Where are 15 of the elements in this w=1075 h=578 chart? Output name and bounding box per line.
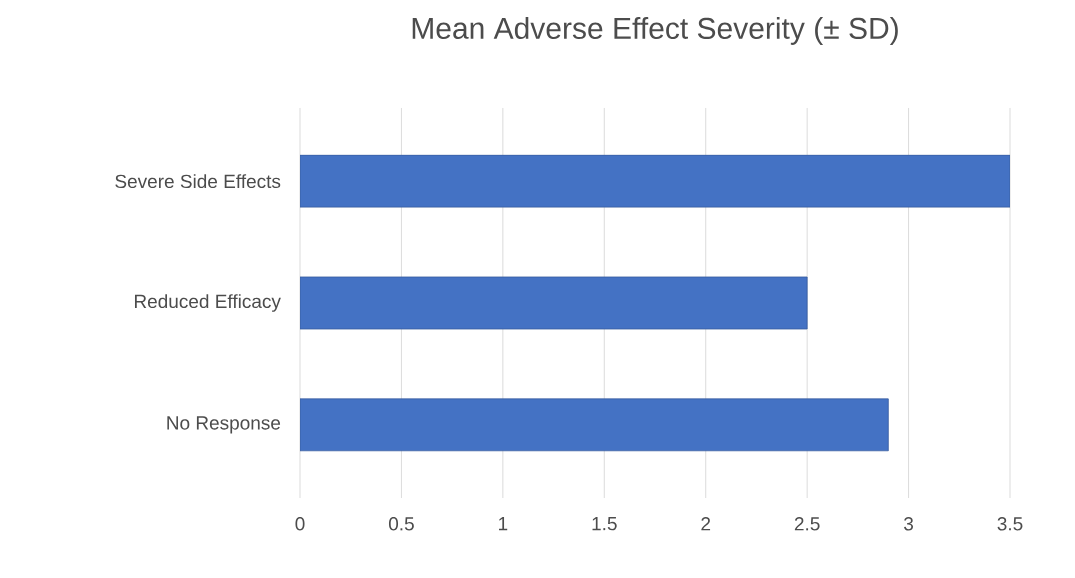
x-tick-label: 2 [701, 517, 711, 531]
y-tick-label: Reduced Efficacy [134, 294, 281, 312]
chart-title: Mean Adverse Effect Severity (± SD) [412, 16, 898, 45]
x-tick-label: 3.5 [997, 517, 1023, 531]
y-tick-label: No Response [167, 416, 281, 434]
y-tick-label: Severe Side Effects [115, 174, 281, 189]
x-tick-label: 2.5 [794, 517, 820, 531]
x-tick-label: 1.5 [592, 517, 617, 531]
x-tick-label: 0 [295, 517, 305, 531]
x-tick-label: 0.5 [388, 517, 414, 531]
bar [300, 276, 808, 330]
x-tick-label: 3 [904, 517, 914, 531]
bar [300, 398, 889, 452]
x-tick-label: 1 [499, 517, 508, 531]
bar [300, 154, 1011, 208]
